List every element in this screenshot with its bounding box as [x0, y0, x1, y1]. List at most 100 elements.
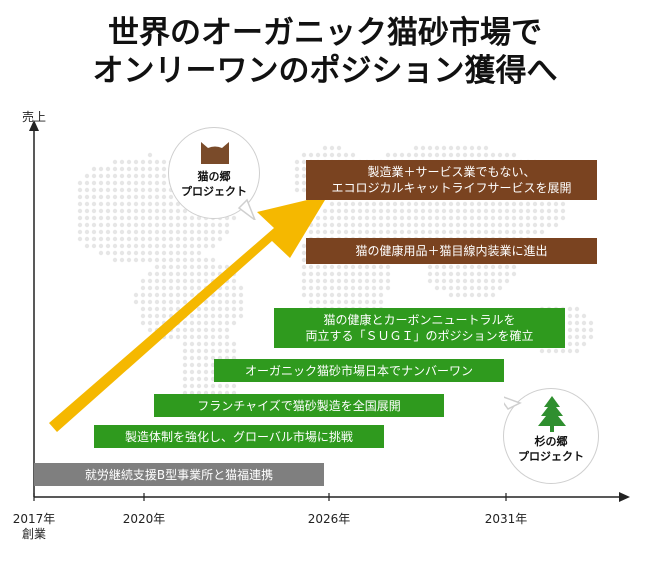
- map-dot: [133, 187, 139, 193]
- map-dot: [161, 180, 167, 186]
- map-dot: [546, 215, 552, 221]
- map-dot: [168, 194, 174, 200]
- map-dot: [469, 152, 475, 158]
- map-dot: [203, 306, 209, 312]
- map-dot: [518, 208, 524, 214]
- map-dot: [196, 222, 202, 228]
- map-dot: [490, 152, 496, 158]
- map-dot: [301, 257, 307, 263]
- map-dot: [126, 173, 132, 179]
- map-dot: [105, 173, 111, 179]
- map-dot: [378, 271, 384, 277]
- map-dot: [182, 243, 188, 249]
- map-dot: [84, 229, 90, 235]
- map-dot: [490, 208, 496, 214]
- map-dot: [392, 201, 398, 207]
- map-dot: [301, 278, 307, 284]
- map-dot: [399, 222, 405, 228]
- map-dot: [231, 299, 237, 305]
- map-dot: [441, 229, 447, 235]
- map-dot: [119, 187, 125, 193]
- map-dot: [147, 306, 153, 312]
- map-dot: [315, 264, 321, 270]
- map-dot: [182, 383, 188, 389]
- map-dot: [161, 306, 167, 312]
- map-dot: [350, 264, 356, 270]
- map-dot: [392, 208, 398, 214]
- map-dot: [196, 236, 202, 242]
- map-dot: [343, 285, 349, 291]
- map-dot: [77, 194, 83, 200]
- map-dot: [154, 285, 160, 291]
- map-dot: [434, 264, 440, 270]
- map-dot: [574, 334, 580, 340]
- map-dot: [343, 264, 349, 270]
- map-dot: [434, 145, 440, 151]
- map-dot: [119, 159, 125, 165]
- map-dot: [203, 341, 209, 347]
- map-dot: [133, 222, 139, 228]
- map-dot: [574, 348, 580, 354]
- map-dot: [91, 173, 97, 179]
- map-dot: [497, 222, 503, 228]
- map-dot: [539, 222, 545, 228]
- map-dot: [357, 299, 363, 305]
- map-dot: [490, 215, 496, 221]
- map-dot: [147, 243, 153, 249]
- map-dot: [294, 159, 300, 165]
- map-dot: [189, 264, 195, 270]
- map-dot: [539, 208, 545, 214]
- map-dot: [518, 222, 524, 228]
- map-dot: [490, 264, 496, 270]
- map-dot: [336, 278, 342, 284]
- map-dot: [77, 208, 83, 214]
- map-dot: [175, 222, 181, 228]
- map-dot: [301, 180, 307, 186]
- map-dot: [525, 208, 531, 214]
- x-tick-2017-year: 2017年: [12, 512, 56, 526]
- map-dot: [371, 222, 377, 228]
- map-dot: [455, 145, 461, 151]
- map-dot: [175, 271, 181, 277]
- map-dot: [126, 250, 132, 256]
- map-dot: [385, 201, 391, 207]
- map-dot: [532, 208, 538, 214]
- map-dot: [140, 257, 146, 263]
- map-dot: [490, 292, 496, 298]
- map-dot: [497, 264, 503, 270]
- map-dot: [308, 278, 314, 284]
- timeline-bar: 製造業＋サービス業でもない、 エコロジカルキャットライフサービスを展開: [306, 160, 597, 200]
- map-dot: [329, 208, 335, 214]
- map-dot: [161, 285, 167, 291]
- map-dot: [448, 215, 454, 221]
- x-tick-2020: 2020年: [122, 512, 166, 526]
- map-dot: [329, 264, 335, 270]
- map-dot: [217, 222, 223, 228]
- map-dot: [182, 271, 188, 277]
- chart-axes: [29, 120, 630, 502]
- map-dot: [476, 285, 482, 291]
- map-dot: [126, 159, 132, 165]
- map-dot: [476, 271, 482, 277]
- map-dot: [378, 229, 384, 235]
- map-dot: [574, 320, 580, 326]
- map-dot: [189, 383, 195, 389]
- map-dot: [385, 222, 391, 228]
- map-dot: [126, 243, 132, 249]
- map-dot: [301, 187, 307, 193]
- map-dot: [154, 243, 160, 249]
- map-dot: [154, 180, 160, 186]
- map-dot: [357, 278, 363, 284]
- map-dot: [378, 215, 384, 221]
- map-dot: [406, 215, 412, 221]
- growth-arrow: [49, 195, 328, 432]
- map-dot: [217, 334, 223, 340]
- map-dot: [203, 355, 209, 361]
- map-dot: [315, 285, 321, 291]
- map-dot: [329, 222, 335, 228]
- map-dot: [238, 313, 244, 319]
- map-dot: [147, 250, 153, 256]
- map-dot: [483, 215, 489, 221]
- map-dot: [343, 201, 349, 207]
- map-dot: [322, 208, 328, 214]
